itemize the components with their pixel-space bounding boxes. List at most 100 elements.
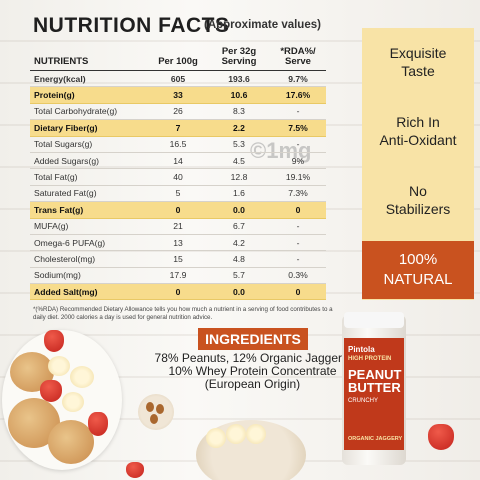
nutrition-table: NUTRIENTS Per 100g Per 32g Serving *RDA%…	[30, 43, 326, 301]
table-header: NUTRIENTS Per 100g Per 32g Serving *RDA%…	[30, 43, 326, 71]
jar-product-text: PEANUT BUTTER	[348, 368, 402, 394]
nutrient-name: Total Sugars(g)	[34, 139, 93, 150]
almond-image	[146, 402, 154, 412]
rda-value: 9%	[291, 155, 305, 166]
rda-value: -	[296, 237, 300, 248]
ingredients-line1: 78% Peanuts, 12% Organic Jaggery,	[154, 351, 351, 365]
table-row: Energy(kcal) 605 193.6 9.7%	[30, 71, 326, 88]
pancake-image	[48, 420, 94, 464]
rda-value: 7.5%	[288, 122, 308, 133]
nutrient-name: Total Fat(g)	[34, 172, 78, 183]
jar-lid	[344, 312, 404, 328]
table-row: Added Salt(mg) 0 0.0 0	[30, 284, 326, 301]
nutrient-name: Saturated Fat(g)	[34, 188, 97, 199]
jar-sweetener-text: ORGANIC JAGGERY	[348, 436, 403, 442]
per-serving-value: 10.6	[230, 90, 248, 101]
jar-brand-text: Pintola	[348, 345, 375, 354]
header-per-100g: Per 100g	[158, 56, 198, 67]
per-100g-value: 21	[173, 221, 183, 232]
feature-stabilizers-line2: Stabilizers	[385, 201, 451, 217]
per-100g-value: 17.9	[169, 270, 187, 281]
per-100g-value: 15	[173, 253, 183, 264]
banana-slice-image	[226, 424, 246, 444]
strawberry-image	[126, 462, 144, 478]
header-per-serving-line1: Per 32g	[221, 46, 257, 57]
nutrient-name: Dietary Fiber(g)	[34, 122, 98, 133]
table-row: Sodium(mg) 17.9 5.7 0.3%	[30, 268, 326, 285]
nutrient-name: Cholesterol(mg)	[34, 253, 96, 264]
rda-value: 19.1%	[285, 172, 311, 183]
per-100g-value: 16.5	[169, 139, 187, 150]
rda-value: 9.7%	[288, 73, 308, 84]
nutrient-name: Added Sugars(g)	[34, 155, 99, 166]
per-serving-value: 8.3	[233, 106, 245, 117]
table-row: Total Carbohydrate(g) 26 8.3 -	[30, 104, 326, 121]
page-subtitle: (Approximate values)	[204, 19, 321, 31]
feature-stabilizers: No Stabilizers	[362, 182, 474, 218]
feature-taste-line2: Taste	[401, 63, 435, 79]
rda-value: -	[296, 106, 300, 117]
per-serving-value: 12.8	[230, 172, 248, 183]
ingredients-text: 78% Peanuts, 12% Organic Jaggery, 10% Wh…	[110, 352, 395, 391]
rda-value: 0	[295, 204, 301, 215]
per-serving-value: 6.7	[233, 221, 245, 232]
table-row: Total Fat(g) 40 12.8 19.1%	[30, 169, 326, 186]
strawberry-image	[40, 380, 62, 402]
rda-value: -	[296, 139, 300, 150]
ingredients-line2: 10% Whey Protein Concentrate	[168, 364, 337, 378]
per-100g-value: 5	[175, 188, 181, 199]
header-nutrients: NUTRIENTS	[34, 56, 89, 67]
natural-percent: 100%	[398, 251, 438, 268]
per-100g-value: 14	[173, 155, 183, 166]
jar-variant-text: CRUNCHY	[348, 398, 378, 404]
feature-taste-line1: Exquisite	[389, 45, 447, 61]
strawberry-image	[88, 412, 108, 436]
banana-slice-image	[70, 366, 94, 388]
page-title: NUTRITION FACTS	[33, 14, 230, 37]
rda-footnote: *(%RDA) Recommended Dietary Allowance te…	[33, 306, 333, 321]
rda-value: 0.3%	[288, 270, 308, 281]
rda-value: 17.6%	[285, 90, 311, 101]
feature-taste: Exquisite Taste	[362, 44, 474, 80]
rda-value: -	[296, 253, 300, 264]
header-per-serving-line2: Serving	[221, 56, 257, 67]
per-serving-value: 4.5	[233, 155, 245, 166]
per-serving-value: 4.2	[233, 237, 245, 248]
almond-image	[156, 404, 164, 414]
table-row: Dietary Fiber(g) 7 2.2 7.5%	[30, 120, 326, 137]
per-serving-value: 0.0	[233, 286, 245, 297]
table-body: Energy(kcal) 605 193.6 9.7% Protein(g) 33 10.6…	[30, 71, 326, 301]
nutrient-name: Sodium(mg)	[34, 270, 81, 281]
header-rda-line1: *RDA%/	[280, 46, 316, 57]
per-100g-value: 0	[175, 204, 181, 215]
per-100g-value: 40	[173, 172, 183, 183]
per-100g-value: 26	[173, 106, 183, 117]
almond-image	[150, 414, 158, 424]
header-rda: *RDA%/ Serve	[270, 47, 326, 70]
per-100g-value: 7	[175, 122, 181, 133]
jar-protein-text: HIGH PROTEIN	[348, 356, 392, 362]
nutrient-name: Protein(g)	[34, 90, 75, 101]
table-row: MUFA(g) 21 6.7 -	[30, 219, 326, 235]
natural-label: NATURAL	[383, 271, 453, 288]
per-100g-value: 605	[170, 73, 186, 84]
per-serving-value: 193.6	[228, 73, 250, 84]
watermark: ©1mg	[250, 138, 312, 163]
banana-slice-image	[206, 428, 226, 448]
header-rda-line2: Serve	[285, 56, 311, 67]
natural-badge: 100% NATURAL	[362, 241, 474, 299]
banana-slice-image	[62, 392, 84, 412]
nutrient-name: Omega-6 PUFA(g)	[34, 237, 106, 248]
table-row: Cholesterol(mg) 15 4.8 -	[30, 251, 326, 268]
table-row: Saturated Fat(g) 5 1.6 7.3%	[30, 186, 326, 203]
nutrient-name: Total Carbohydrate(g)	[34, 106, 118, 117]
banana-slice-image	[246, 424, 266, 444]
table-row: Added Sugars(g) 14 4.5 9%	[30, 153, 326, 170]
header-per-serving: Per 32g Serving	[208, 47, 270, 70]
per-serving-value: 2.2	[233, 122, 245, 133]
table-row: Trans Fat(g) 0 0.0 0	[30, 202, 326, 219]
feature-antioxidant-line1: Rich In	[396, 114, 440, 130]
feature-stabilizers-line1: No	[409, 183, 427, 199]
rda-value: 0	[295, 286, 301, 297]
per-serving-value: 1.6	[233, 188, 245, 199]
